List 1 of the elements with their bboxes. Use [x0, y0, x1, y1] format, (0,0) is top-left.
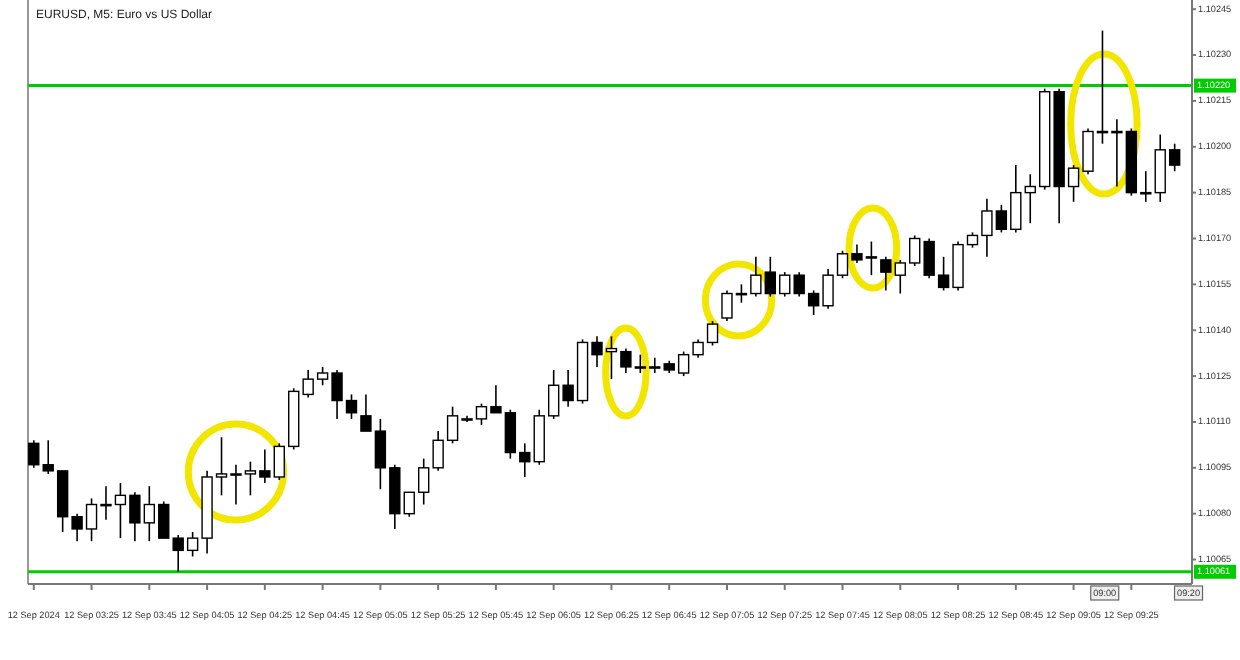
candlestick — [28, 439, 40, 469]
